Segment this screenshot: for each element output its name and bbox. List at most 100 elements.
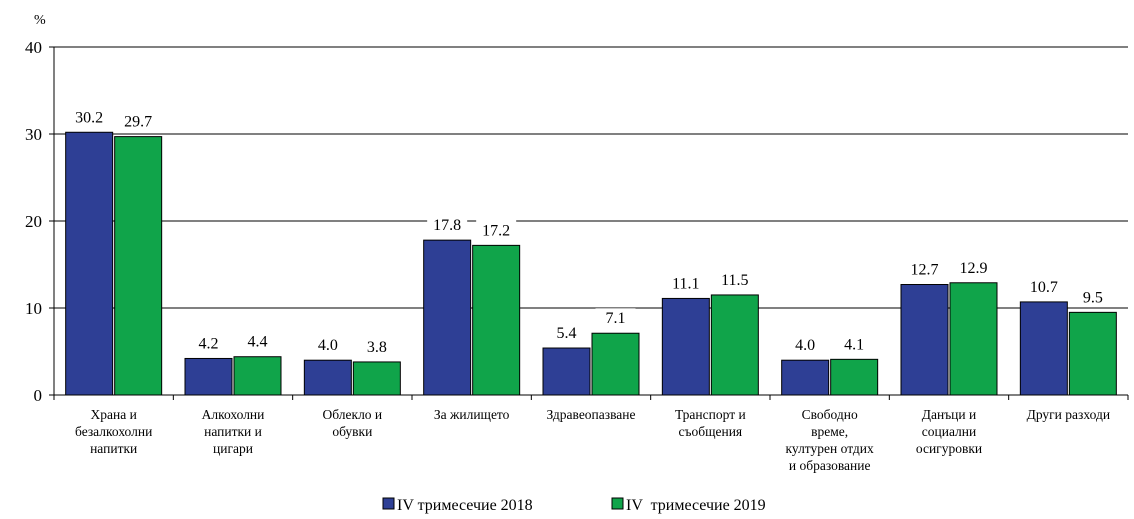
- data-label: 4.4: [248, 334, 268, 351]
- data-label-bg: [546, 323, 587, 344]
- y-tick-label: 10: [25, 299, 42, 318]
- bar: [303, 359, 352, 396]
- category-label: Облекло и обувки: [323, 407, 383, 439]
- y-tick-label: 20: [25, 212, 42, 231]
- gridlines: [54, 46, 1128, 309]
- data-label-bg: [427, 215, 468, 236]
- legend-swatch: [382, 497, 395, 510]
- category-label: Данъци и социални осигуровки: [916, 407, 982, 456]
- data-label: 29.7: [124, 114, 152, 131]
- category-label-line: време,: [811, 424, 848, 439]
- category-label-line: Други разходи: [1027, 407, 1110, 422]
- data-label-bg: [1023, 276, 1064, 297]
- category-label-line: Свободно: [802, 407, 858, 422]
- category-label-line: напитки и: [204, 424, 262, 439]
- data-label: 12.7: [911, 262, 939, 279]
- data-label-bg: [356, 336, 397, 357]
- category-label-line: безалкохолни: [75, 424, 152, 439]
- category-label-line: Алкохолни: [202, 407, 265, 422]
- data-label-bg: [118, 111, 159, 132]
- category-label-line: Храна и: [91, 407, 137, 422]
- legend-swatch: [611, 497, 624, 510]
- legend-label: IV тримесечие 2018: [397, 497, 533, 514]
- data-label: 4.0: [795, 337, 815, 354]
- bar: [233, 356, 282, 396]
- data-label-bg: [237, 331, 278, 352]
- legend: IV тримесечие 2018 IV тримесечие 2019: [382, 497, 766, 514]
- category-label: Алкохолни напитки и цигари: [202, 407, 265, 456]
- category-label-line: цигари: [213, 441, 253, 456]
- data-label: 17.2: [482, 222, 510, 239]
- bar: [352, 361, 401, 396]
- data-label-bg: [476, 220, 517, 241]
- category-label-line: Транспорт и: [675, 407, 746, 422]
- category-label-line: За жилището: [434, 407, 510, 422]
- category-label-line: Здравеопазване: [546, 407, 635, 422]
- bar: [1019, 301, 1068, 396]
- category-label: Други разходи: [1027, 407, 1110, 422]
- data-label-bg: [904, 259, 945, 280]
- category-label: Свободно време, културен отдих и образовани…: [786, 407, 874, 473]
- data-label: 4.0: [318, 337, 338, 354]
- bar: [661, 297, 710, 396]
- bar: [542, 347, 591, 396]
- category-label-line: социални: [922, 424, 977, 439]
- bars: [65, 131, 1117, 396]
- data-label: 3.8: [367, 339, 387, 356]
- data-label-bg: [785, 335, 826, 356]
- data-labels: 30.2 4.2 4.0 17.8 5.4 11.1 4.0 12.7 10.7 29.7 4.4 3…: [69, 107, 1113, 357]
- bar: [710, 294, 759, 396]
- bar: [949, 282, 998, 396]
- bar: [830, 358, 879, 396]
- category-label-line: обувки: [332, 424, 372, 439]
- category-label-line: осигуровки: [916, 441, 982, 456]
- category-label-line: напитки: [90, 441, 137, 456]
- category-label-line: съобщения: [679, 424, 743, 439]
- category-label-line: Облекло и: [323, 407, 383, 422]
- category-label: Здравеопазване: [546, 407, 635, 422]
- data-label: 11.1: [672, 275, 699, 292]
- bar: [591, 332, 640, 396]
- data-label: 17.8: [433, 217, 461, 234]
- data-label: 5.4: [557, 325, 577, 342]
- data-label-bg: [1072, 287, 1113, 308]
- category-label: Храна и безалкохолни напитки: [75, 407, 152, 456]
- data-label-bg: [188, 333, 229, 354]
- category-label-line: и образование: [789, 458, 871, 473]
- axes: [49, 46, 1129, 400]
- bar: [184, 357, 233, 396]
- legend-label: IV тримесечие 2019: [626, 497, 766, 514]
- data-label: 10.7: [1030, 279, 1058, 296]
- data-label: 30.2: [75, 109, 103, 126]
- data-label: 7.1: [606, 310, 626, 327]
- data-label: 4.1: [844, 336, 864, 353]
- bar: [423, 239, 472, 396]
- y-tick-label: 0: [34, 386, 43, 405]
- category-label-line: културен отдих: [786, 441, 874, 456]
- data-label: 4.2: [199, 335, 219, 352]
- data-label-bg: [834, 334, 875, 355]
- bar: [900, 284, 949, 396]
- bar: [781, 359, 830, 396]
- y-tick-labels: 0 10 20 30 40: [25, 38, 42, 405]
- data-label: 11.5: [721, 272, 748, 289]
- data-label-bg: [953, 257, 994, 278]
- y-tick-label: 40: [25, 38, 42, 57]
- data-label-bg: [595, 308, 636, 329]
- data-label-bg: [665, 273, 706, 294]
- category-label: Транспорт и съобщения: [675, 407, 746, 439]
- data-label: 12.9: [960, 260, 988, 277]
- category-label-line: Данъци и: [922, 407, 976, 422]
- bar: [114, 136, 163, 396]
- data-label-bg: [714, 269, 755, 290]
- bar: [65, 131, 114, 396]
- category-label: За жилището: [434, 407, 510, 422]
- data-label: 9.5: [1083, 289, 1103, 306]
- category-labels: Храна и безалкохолни напитки Алкохолни напит…: [75, 407, 1110, 473]
- bar: [472, 244, 521, 396]
- y-tick-label: 30: [25, 125, 42, 144]
- data-label-bg: [69, 107, 110, 128]
- y-unit-label: %: [34, 13, 46, 28]
- data-label-bg: [307, 335, 348, 356]
